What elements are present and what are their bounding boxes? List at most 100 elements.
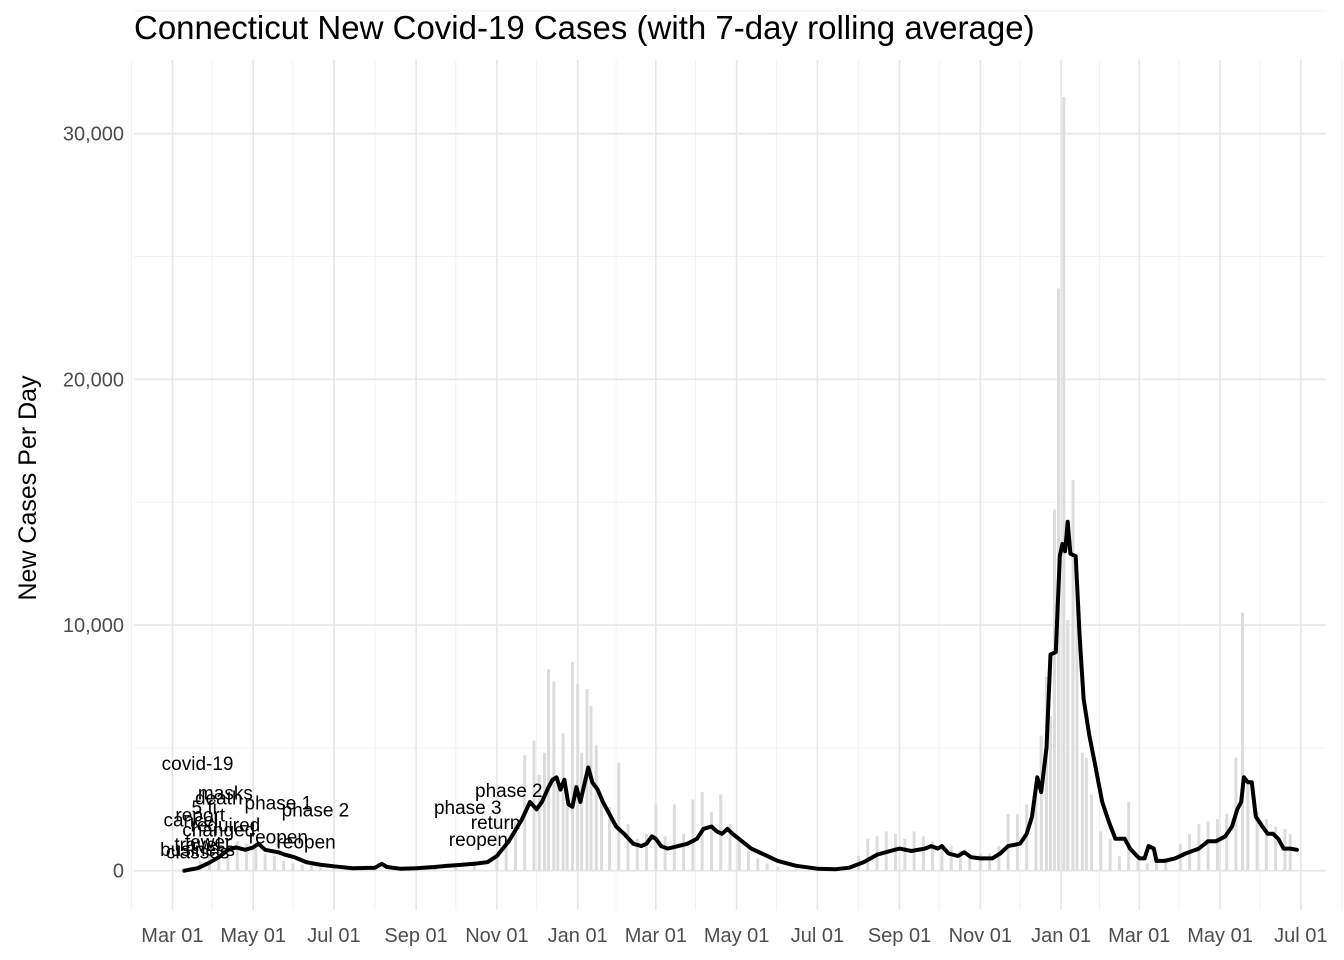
daily-case-bar [1206,821,1210,871]
y-axis-ticks: 0 10,000 20,000 30,000 [63,124,124,883]
daily-case-bar [282,860,286,871]
x-tick-label: Sep 01 [384,925,447,947]
annotation-label: 5 fi [192,798,217,819]
daily-case-bar [594,745,598,871]
daily-case-bar [495,851,499,871]
x-tick-label: Jul 01 [307,925,360,947]
x-tick-label: Mar 01 [141,925,203,947]
y-tick-label: 0 [113,861,124,883]
x-tick-label: Sep 01 [868,925,931,947]
daily-case-bar [1066,620,1070,871]
daily-case-bar [1025,804,1029,871]
daily-case-bar [1241,612,1245,871]
daily-case-bar [1108,838,1112,871]
daily-case-bar [645,833,649,871]
daily-case-bar [254,848,258,871]
x-tick-label: Jul 01 [1274,925,1327,947]
daily-case-bar [504,838,508,871]
x-tick-label: Mar 01 [625,925,687,947]
daily-case-bar [543,752,547,871]
annotation-label: reopen [277,833,336,854]
daily-case-bar [552,681,556,871]
daily-case-bar [949,846,953,871]
daily-case-bar [958,851,962,871]
daily-case-bar [1136,860,1140,871]
daily-case-bar [309,865,313,871]
daily-case-bar [607,806,611,871]
daily-case-bar [635,838,639,871]
daily-case-bar [600,796,604,871]
annotation-label: phase 3 [434,798,502,819]
daily-case-bar [1080,752,1084,871]
daily-case-bar [1049,715,1053,871]
daily-case-bar [332,867,336,871]
x-tick-label: May 01 [220,925,286,947]
y-tick-label: 30,000 [63,124,124,146]
x-tick-label: Jul 01 [791,925,844,947]
annotation-label: fewer [185,833,232,854]
daily-case-bar [756,858,760,871]
daily-case-bar [747,851,751,871]
daily-case-bar [988,853,992,871]
daily-case-bar [547,669,551,871]
daily-case-bar [1264,819,1268,871]
annotation-label: reopen [249,828,308,849]
daily-case-bar [794,868,798,871]
annotation-label: phase 2 [475,781,543,802]
daily-case-bar [663,836,667,871]
daily-case-bar [1062,96,1066,871]
annotation-label: phase 2 [282,801,350,822]
y-axis-label: New Cases Per Day [14,375,42,601]
daily-case-bar [1039,735,1043,871]
daily-case-bar [217,848,221,871]
daily-case-bar [1225,814,1229,871]
daily-case-bar [272,855,276,871]
daily-case-bar [1127,801,1131,871]
daily-case-bar [940,846,944,871]
x-axis-ticks: Mar 01 May 01 Jul 01 Sep 01 Nov 01 Jan 01 Mar … [141,925,1327,947]
annotation-label: reopen [449,830,508,851]
annotation-label: masks [198,783,253,804]
daily-case-bar [765,863,769,871]
daily-case-bar [866,838,870,871]
annotation-label: business [160,840,235,861]
annotation-label: required [191,815,261,836]
daily-case-bar [728,824,732,871]
daily-case-bar [978,853,982,871]
daily-case-bar [1255,811,1259,871]
daily-case-bar [1084,757,1088,871]
daily-case-bar [894,833,898,871]
daily-case-bar [565,806,569,871]
daily-case-bar [1090,794,1094,871]
daily-case-bar [737,838,741,871]
daily-case-bar [1164,858,1168,871]
annotation-label: return [471,813,521,834]
annotation-label: classes [166,842,229,863]
daily-case-bar [537,774,541,871]
daily-case-bar [1034,789,1038,871]
x-tick-label: Nov 01 [949,925,1012,947]
annotation-label: travel [174,835,220,856]
rolling-average-line [182,519,1299,873]
y-tick-label: 20,000 [63,369,124,391]
daily-case-bar [1099,831,1103,871]
daily-case-bar [235,841,239,871]
daily-case-bar [997,846,1001,871]
daily-case-bar [556,782,560,871]
annotation-label: phase 1 [245,793,313,814]
daily-case-bar [626,824,630,871]
daily-case-bar [903,838,907,871]
daily-case-bar [561,733,565,871]
daily-case-bar [1145,863,1149,871]
daily-case-bar [1274,826,1278,871]
daily-case-bar [319,867,323,871]
daily-case-bar [921,836,925,871]
x-tick-label: Nov 01 [465,925,528,947]
x-tick-label: Jan 01 [1031,925,1091,947]
rolling-average-line-group [182,519,1299,873]
daily-case-bar [589,706,593,871]
x-tick-label: May 01 [1187,925,1253,947]
daily-case-bar [1075,573,1079,871]
